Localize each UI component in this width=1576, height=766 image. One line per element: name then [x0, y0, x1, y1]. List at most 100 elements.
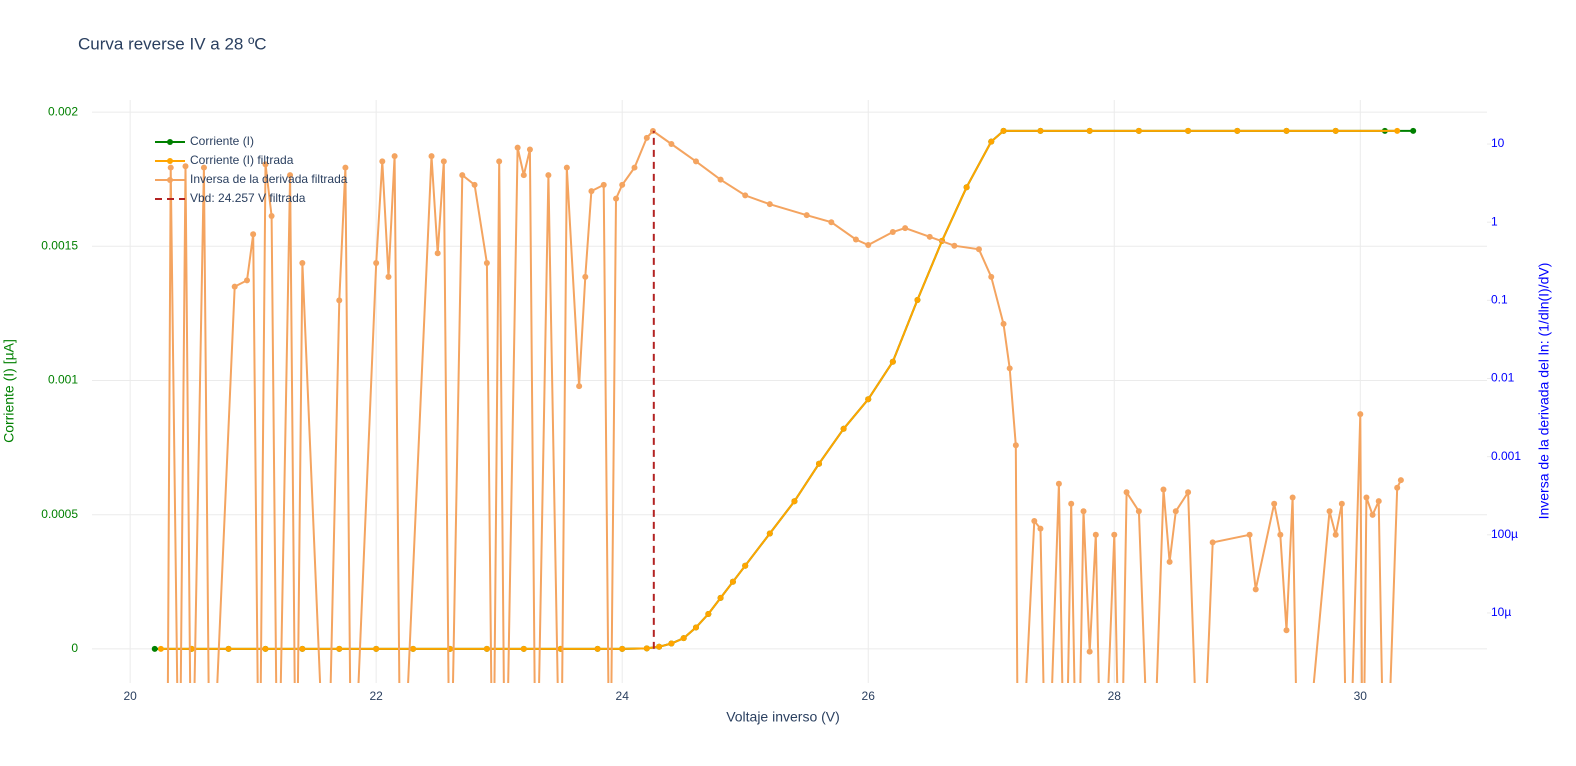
point: [244, 277, 250, 284]
point: [1185, 127, 1192, 134]
point: [975, 246, 982, 253]
point: [1271, 500, 1278, 507]
point: [167, 164, 174, 171]
y2-tick-label: 0.001: [1491, 449, 1521, 463]
point: [1246, 531, 1253, 538]
point: [157, 645, 164, 652]
y2-tick-label: 1: [1491, 214, 1498, 228]
point: [803, 212, 810, 219]
point: [816, 460, 823, 467]
point: [766, 530, 773, 537]
legend-marker: [167, 177, 173, 183]
legend-marker: [167, 139, 173, 145]
point: [483, 645, 490, 652]
point: [951, 242, 958, 249]
y2-axis-title: Inversa de la derivada del ln: (1/dln(I)…: [1536, 263, 1552, 520]
point: [1394, 484, 1401, 491]
point: [729, 578, 736, 585]
point: [889, 358, 896, 365]
point: [613, 195, 620, 202]
x-tick-label: 26: [862, 689, 876, 703]
point: [668, 640, 675, 647]
point: [582, 273, 589, 280]
point: [1357, 411, 1364, 418]
point: [262, 645, 269, 652]
point: [1397, 477, 1404, 484]
point: [619, 645, 626, 652]
point: [520, 645, 527, 652]
x-tick-label: 30: [1354, 689, 1368, 703]
point: [828, 219, 835, 226]
point: [231, 283, 238, 290]
point: [766, 201, 773, 208]
point: [287, 172, 294, 179]
point: [1185, 489, 1192, 496]
point: [262, 161, 269, 168]
point: [1363, 494, 1370, 501]
point: [1037, 127, 1044, 134]
point: [1166, 558, 1173, 565]
legend: Corriente (I) Corriente (I) filtrada Inver…: [155, 134, 348, 205]
legend-label: Inversa de la derivada filtrada: [190, 172, 348, 186]
point: [693, 158, 700, 165]
point: [1000, 127, 1007, 134]
point: [336, 645, 343, 652]
y-tick-label: 0: [71, 641, 78, 655]
point: [514, 144, 521, 151]
point: [791, 498, 798, 505]
point: [889, 228, 896, 235]
y-tick-label: 0.0005: [41, 507, 78, 521]
y2-tick-label: 0.1: [1491, 293, 1508, 307]
point: [1092, 531, 1099, 538]
point: [902, 225, 909, 232]
point: [268, 213, 275, 220]
point: [1209, 539, 1216, 546]
point: [410, 645, 417, 652]
point: [434, 250, 441, 257]
point: [1012, 442, 1019, 449]
point: [1080, 508, 1087, 515]
point: [693, 624, 700, 631]
point: [151, 645, 158, 652]
point: [1111, 531, 1118, 538]
point: [1123, 489, 1130, 496]
point: [471, 181, 478, 188]
point: [926, 233, 933, 240]
point: [200, 164, 207, 171]
y2-tick-label: 10: [1491, 136, 1505, 150]
point: [1068, 500, 1075, 507]
point: [742, 192, 749, 199]
point: [483, 260, 490, 267]
point: [865, 242, 872, 249]
point: [182, 163, 189, 170]
point: [1252, 586, 1259, 593]
point: [619, 181, 626, 188]
chart-title: Curva reverse IV a 28 ºC: [78, 34, 267, 53]
point: [1135, 127, 1142, 134]
point: [1172, 508, 1179, 515]
point: [250, 231, 257, 238]
point: [428, 153, 435, 160]
y2-tick-label: 10µ: [1491, 605, 1511, 619]
point: [588, 188, 595, 195]
point: [656, 643, 663, 650]
legend-label: Corriente (I) filtrada: [190, 153, 294, 167]
series-line: [160, 129, 1398, 650]
point: [379, 158, 386, 165]
point: [643, 645, 650, 652]
point: [1277, 531, 1284, 538]
point: [963, 184, 970, 191]
point: [1375, 498, 1382, 505]
series-line: [166, 129, 1402, 683]
point: [520, 172, 527, 179]
x-axis-title: Voltaje inverso (V): [726, 709, 840, 725]
point: [1289, 494, 1296, 501]
point: [988, 273, 995, 280]
point: [1086, 127, 1093, 134]
point: [717, 176, 724, 183]
point: [1410, 127, 1417, 134]
point: [643, 134, 650, 141]
legend-marker: [167, 158, 173, 164]
point: [1135, 508, 1142, 515]
